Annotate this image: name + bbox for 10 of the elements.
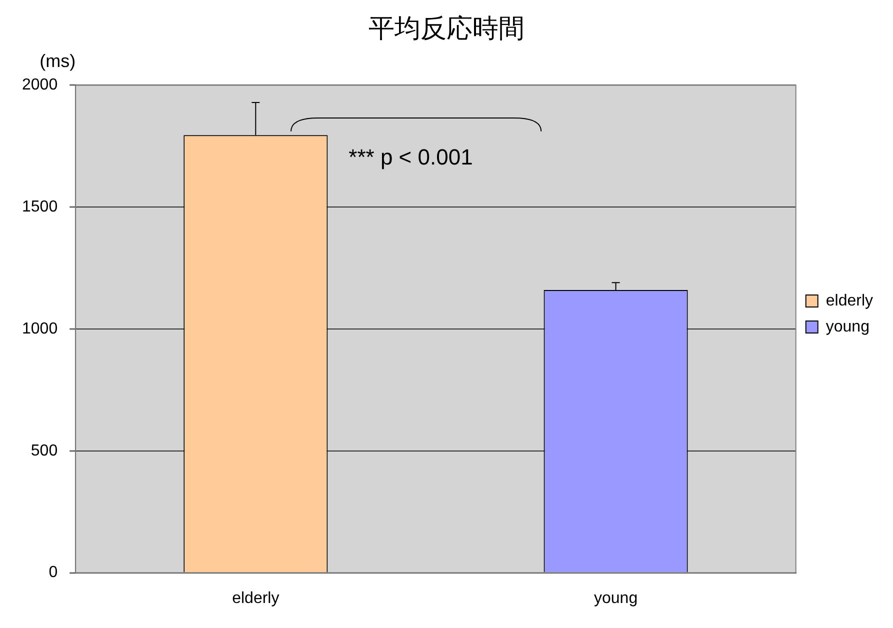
legend-label: young [826,318,870,336]
y-tick-label: 1500 [22,198,58,216]
y-tick-label: 500 [30,442,58,460]
legend-label: elderly [826,292,874,310]
chart-title: 平均反応時間 [368,12,524,43]
y-axis-title: (ms) [40,51,76,72]
y-tick-label: 1000 [22,320,58,338]
annotation: *** p < 0.001 [348,144,473,170]
y-tick-label: 0 [48,564,58,582]
y-tick-label: 2000 [22,76,58,94]
